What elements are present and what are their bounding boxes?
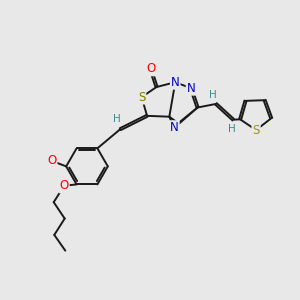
Text: N: N [170,121,179,134]
Text: S: S [252,124,260,136]
Text: H: H [209,90,217,100]
Text: O: O [47,154,56,167]
Text: H: H [228,124,236,134]
Text: N: N [171,76,180,89]
Text: N: N [187,82,195,95]
Text: O: O [59,179,69,192]
Text: H: H [113,114,121,124]
Text: S: S [138,91,146,103]
Text: O: O [146,62,155,75]
